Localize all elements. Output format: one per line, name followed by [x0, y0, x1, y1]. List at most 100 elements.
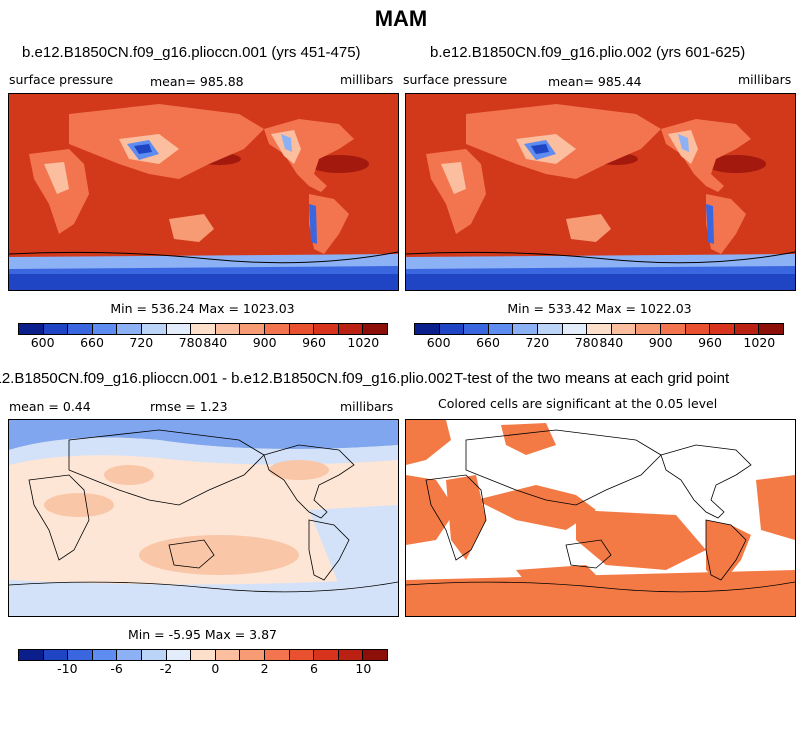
panel3-title: b.e12.B1850CN.f09_g16.plioccn.001 - b.e1…	[0, 370, 453, 387]
colorbar-swatch	[141, 324, 167, 334]
colorbar-swatch	[464, 324, 489, 334]
colorbar-2-ticks: 600 660 720 780 840 900 960 1020	[414, 333, 784, 351]
colorbar-tick-label: 900	[648, 335, 673, 350]
colorbar-swatch	[191, 650, 216, 660]
colorbar-swatch	[215, 324, 241, 334]
colorbar-tick-label: -2	[159, 661, 173, 676]
colorbar-swatch	[734, 324, 760, 334]
panel3-units-label: millibars	[340, 399, 394, 414]
panel3-rmse-label: rmse = 1.23	[150, 399, 228, 414]
panel3-title-clip: b.e12.B1850CN.f09_g16.plioccn.001 - b.e1…	[0, 370, 453, 390]
colorbar-swatch	[68, 650, 93, 660]
colorbar-swatch	[314, 650, 339, 660]
panel1-map	[8, 93, 399, 291]
panel2-map	[405, 93, 796, 291]
colorbar-swatch	[43, 650, 69, 660]
colorbar-swatch	[289, 650, 315, 660]
panel2-map-svg	[406, 94, 795, 290]
panel4-subtitle: Colored cells are significant at the 0.0…	[438, 396, 718, 411]
panel1-title: b.e12.B1850CN.f09_g16.plioccn.001 (yrs 4…	[22, 44, 361, 61]
colorbar-swatch	[166, 650, 192, 660]
colorbar-swatch	[759, 324, 783, 334]
colorbar-swatch	[68, 324, 93, 334]
panel4-map	[405, 419, 796, 617]
colorbar-swatch	[141, 650, 167, 660]
panel1-units-label: millibars	[340, 72, 394, 87]
panel1-mean-label: mean= 985.88	[150, 74, 244, 89]
colorbar-tick-label: 0	[211, 661, 220, 676]
colorbar-swatch	[587, 324, 612, 334]
colorbar-3-bar	[18, 649, 388, 661]
colorbar-swatch	[660, 324, 686, 334]
colorbar-swatch	[19, 650, 44, 660]
colorbar-tick-label: 10	[355, 661, 372, 676]
colorbar-swatch	[43, 324, 69, 334]
colorbar-tick-label: 900	[252, 335, 277, 350]
colorbar-swatch	[191, 324, 216, 334]
colorbar-swatch	[338, 650, 364, 660]
panel1-variable-label: surface pressure	[9, 72, 114, 87]
colorbar-tick-label: 720	[525, 335, 550, 350]
colorbar-tick-label: 960	[302, 335, 326, 350]
panel4-map-svg	[406, 420, 795, 616]
colorbar-swatch	[685, 324, 711, 334]
colorbar-1-bar	[18, 323, 388, 335]
colorbar-tick-label: 1020	[347, 335, 380, 350]
colorbar-tick-label: 960	[698, 335, 722, 350]
colorbar-2	[414, 323, 784, 335]
colorbar-tick-label: 600	[30, 335, 55, 350]
colorbar-swatch	[488, 324, 514, 334]
colorbar-tick-label: 2	[260, 661, 269, 676]
colorbar-tick-label: 600	[426, 335, 451, 350]
panel3-map	[8, 419, 399, 617]
colorbar-2-bar	[414, 323, 784, 335]
colorbar-1-ticks: 600 660 720 780 840 900 960 1020	[18, 333, 388, 351]
panel2-minmax: Min = 533.42 Max = 1022.03	[507, 301, 692, 316]
colorbar-swatch	[710, 324, 735, 334]
colorbar-swatch	[363, 650, 387, 660]
panel3-minmax: Min = -5.95 Max = 3.87	[127, 627, 277, 642]
colorbar-swatch	[92, 324, 118, 334]
colorbar-tick-label: 780	[178, 335, 203, 350]
colorbar-swatch	[92, 650, 118, 660]
colorbar-swatch	[215, 650, 241, 660]
colorbar-swatch	[513, 324, 538, 334]
panel2-variable-label: surface pressure	[403, 72, 508, 87]
colorbar-swatch	[289, 324, 315, 334]
colorbar-tick-label: -10	[57, 661, 78, 676]
colorbar-swatch	[611, 324, 637, 334]
colorbar-swatch	[314, 324, 339, 334]
panel2-title: b.e12.B1850CN.f09_g16.plio.002 (yrs 601-…	[430, 44, 746, 61]
colorbar-swatch	[562, 324, 588, 334]
colorbar-tick-label: 1020	[743, 335, 776, 350]
colorbar-tick-label: 660	[80, 335, 104, 350]
panel2-units-label: millibars	[738, 72, 792, 87]
panel2-mean-label: mean= 985.44	[548, 74, 642, 89]
colorbar-swatch	[363, 324, 387, 334]
colorbar-swatch	[117, 324, 142, 334]
colorbar-swatch	[264, 324, 290, 334]
colorbar-tick-label: 840	[203, 335, 228, 350]
colorbar-3-ticks: -10 -6 -2 0 2 6 10	[18, 659, 388, 677]
colorbar-swatch	[240, 650, 265, 660]
panel4-title: T-test of the two means at each grid poi…	[454, 370, 730, 387]
colorbar-swatch	[117, 650, 142, 660]
colorbar-swatch	[636, 324, 661, 334]
colorbar-tick-label: 6	[310, 661, 318, 676]
colorbar-swatch	[537, 324, 563, 334]
colorbar-swatch	[264, 650, 290, 660]
panel1-minmax: Min = 536.24 Max = 1023.03	[110, 301, 295, 316]
colorbar-tick-label: 720	[129, 335, 154, 350]
panel3-map-svg	[9, 420, 398, 616]
colorbar-swatch	[415, 324, 440, 334]
colorbar-tick-label: 660	[476, 335, 500, 350]
panel3-mean-label: mean = 0.44	[9, 399, 91, 414]
colorbar-swatch	[439, 324, 465, 334]
figure-title: MAM	[374, 6, 428, 31]
colorbar-tick-label: 840	[599, 335, 624, 350]
panel1-map-svg	[9, 94, 398, 290]
colorbar-3	[18, 649, 388, 661]
colorbar-swatch	[338, 324, 364, 334]
colorbar-1	[18, 323, 388, 335]
colorbar-swatch	[19, 324, 44, 334]
